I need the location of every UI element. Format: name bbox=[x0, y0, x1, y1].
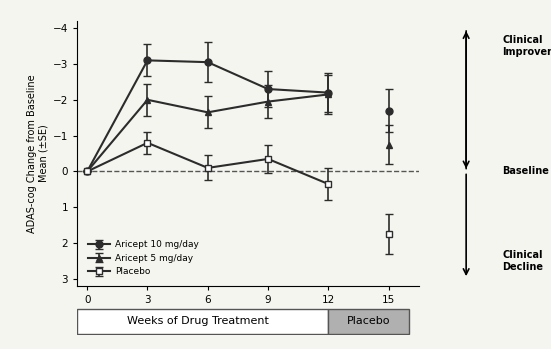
FancyBboxPatch shape bbox=[77, 309, 328, 334]
Text: Clinical
Improvement: Clinical Improvement bbox=[503, 35, 551, 57]
Text: Clinical
Decline: Clinical Decline bbox=[503, 250, 543, 272]
Y-axis label: ADAS-cog Change from Baseline
Mean (±SE): ADAS-cog Change from Baseline Mean (±SE) bbox=[27, 74, 48, 233]
Legend: Aricept 10 mg/day, Aricept 5 mg/day, Placebo: Aricept 10 mg/day, Aricept 5 mg/day, Pla… bbox=[85, 238, 202, 279]
Text: Weeks of Drug Treatment: Weeks of Drug Treatment bbox=[127, 316, 269, 326]
Text: Placebo: Placebo bbox=[347, 316, 390, 326]
FancyBboxPatch shape bbox=[328, 309, 409, 334]
Text: Baseline: Baseline bbox=[503, 166, 549, 177]
